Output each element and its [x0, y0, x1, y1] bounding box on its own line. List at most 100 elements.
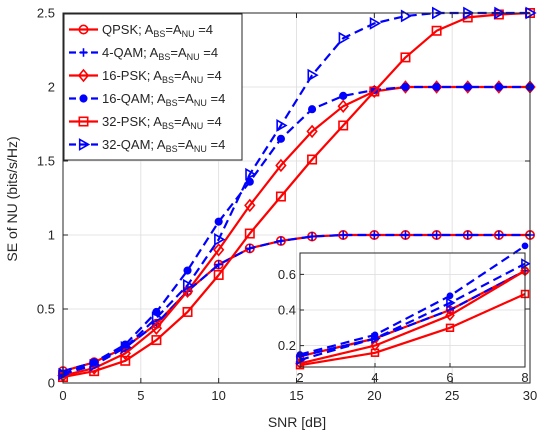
series-2-point [463, 230, 472, 240]
legend-swatch-marker [78, 116, 89, 127]
series-2-point [307, 232, 317, 241]
series-4-point [245, 177, 254, 186]
legend-label-text: =A [170, 45, 187, 60]
series-5-point [275, 191, 286, 202]
series-4-point [494, 82, 503, 92]
series-6-point [307, 68, 319, 82]
legend-label-subscript: NU [194, 98, 207, 108]
series-4-point [401, 82, 410, 92]
legend-label-text: =4 [207, 137, 225, 152]
series-2-point [370, 230, 379, 240]
series-4-line [62, 85, 530, 376]
series-6-point [276, 119, 288, 132]
legend-label-text: =A [178, 137, 195, 152]
legend-swatch-marker [78, 138, 91, 151]
y-tick-label: 2 [48, 80, 55, 95]
legend-label-text: =4 [203, 68, 221, 83]
x-tick-label: 0 [59, 388, 66, 403]
x-tick-label: 30 [523, 388, 537, 403]
series-5-point [213, 269, 224, 280]
series-2-point [276, 236, 286, 246]
series-3-point [275, 158, 287, 173]
legend-label-subscript: BS [153, 29, 165, 39]
series-6-point [214, 233, 226, 246]
inset-panel: 2 4 6 8 0.2 0.4 0.6 [278, 242, 531, 385]
legend-label-text: =A [178, 91, 195, 106]
x-axis-label: SNR [dB] [268, 414, 326, 430]
inset-series-5-point [370, 348, 380, 357]
series-5-point [369, 86, 380, 97]
inset-series-2-line [299, 269, 526, 358]
legend-label: 32-QAM; ABS=ANU =4 [102, 137, 225, 154]
series-4-point [463, 82, 472, 92]
inset-x-tick-label: 8 [521, 370, 528, 385]
series-4-point [339, 91, 348, 100]
series-4-point [214, 217, 223, 226]
series-4-point [276, 134, 286, 143]
legend-label-text: =A [174, 114, 191, 129]
legend-label-subscript: BS [166, 98, 178, 108]
series-2-point [401, 230, 410, 240]
inset-series-4-point [446, 292, 454, 300]
series-2-point [339, 230, 348, 240]
inset-y-tick-label: 0.2 [278, 338, 296, 353]
legend-label-subscript: NU [190, 121, 203, 131]
series-2-point [245, 244, 254, 253]
legend-label-subscript: BS [162, 121, 174, 131]
series-3-point [306, 124, 318, 139]
x-tick-label: 25 [445, 388, 459, 403]
series-5-point [120, 355, 131, 366]
series-2-line [62, 233, 530, 373]
legend-label-text: =4 [195, 22, 213, 37]
series-5-point [182, 306, 193, 317]
series-4-point [307, 105, 317, 114]
series-2-point [432, 230, 441, 240]
legend-label-subscript: NU [190, 75, 203, 85]
series-6-point [338, 31, 350, 45]
legend-label: 32-PSK; ABS=ANU =4 [102, 114, 222, 131]
main-series-layer [57, 6, 537, 383]
series-4-point [432, 82, 441, 92]
y-tick-label: 1.5 [37, 154, 55, 169]
inset-series-3-line [299, 269, 526, 365]
series-5-point [338, 120, 349, 131]
series-5-point [151, 335, 162, 346]
series-6-point [58, 367, 70, 381]
series-3-point [244, 198, 256, 213]
inset-x-tick-label: 4 [371, 370, 378, 385]
y-tick-label: 0 [48, 376, 55, 391]
series-3-line [62, 85, 530, 377]
x-tick-label: 20 [367, 388, 381, 403]
y-tick-label: 1 [48, 228, 55, 243]
series-6-point [89, 358, 101, 372]
legend-label: 4-QAM; ABS=ANU =4 [102, 45, 218, 62]
series-3-point [150, 321, 163, 335]
series-2-point [214, 260, 223, 269]
legend-swatch-marker [78, 24, 89, 35]
legend-label-subscript: NU [194, 144, 207, 154]
legend-label-subscript: NU [182, 29, 195, 39]
inset-series-5-point [445, 323, 455, 333]
series-3-point [212, 243, 225, 257]
legend-label-subscript: NU [187, 52, 200, 62]
inset-series-6-point [521, 258, 531, 270]
legend-label-subscript: BS [162, 75, 174, 85]
y-tick-label: 0.5 [37, 302, 55, 317]
legend-label-text: 32-QAM; A [102, 137, 166, 152]
inset-y-tick-label: 0.4 [278, 303, 296, 318]
inset-series-3-point [445, 309, 455, 322]
legend-swatch-marker [79, 94, 88, 103]
series-6-point [245, 167, 257, 181]
series-6-point [182, 278, 195, 292]
legend-label-text: =4 [207, 91, 225, 106]
series-6-point [369, 16, 381, 30]
series-5-point [400, 52, 411, 63]
legend-label-text: =4 [200, 45, 218, 60]
main-axes: 0 5 10 15 20 25 30 0 0.5 1 1.5 2 2.5 [37, 6, 537, 404]
inset-series-4-point [521, 242, 529, 250]
inset-series-4-line [299, 244, 526, 356]
inset-series-6-point [446, 297, 456, 309]
y-tick-label: 2.5 [37, 6, 55, 21]
legend-label-text: QPSK; A [102, 22, 154, 37]
